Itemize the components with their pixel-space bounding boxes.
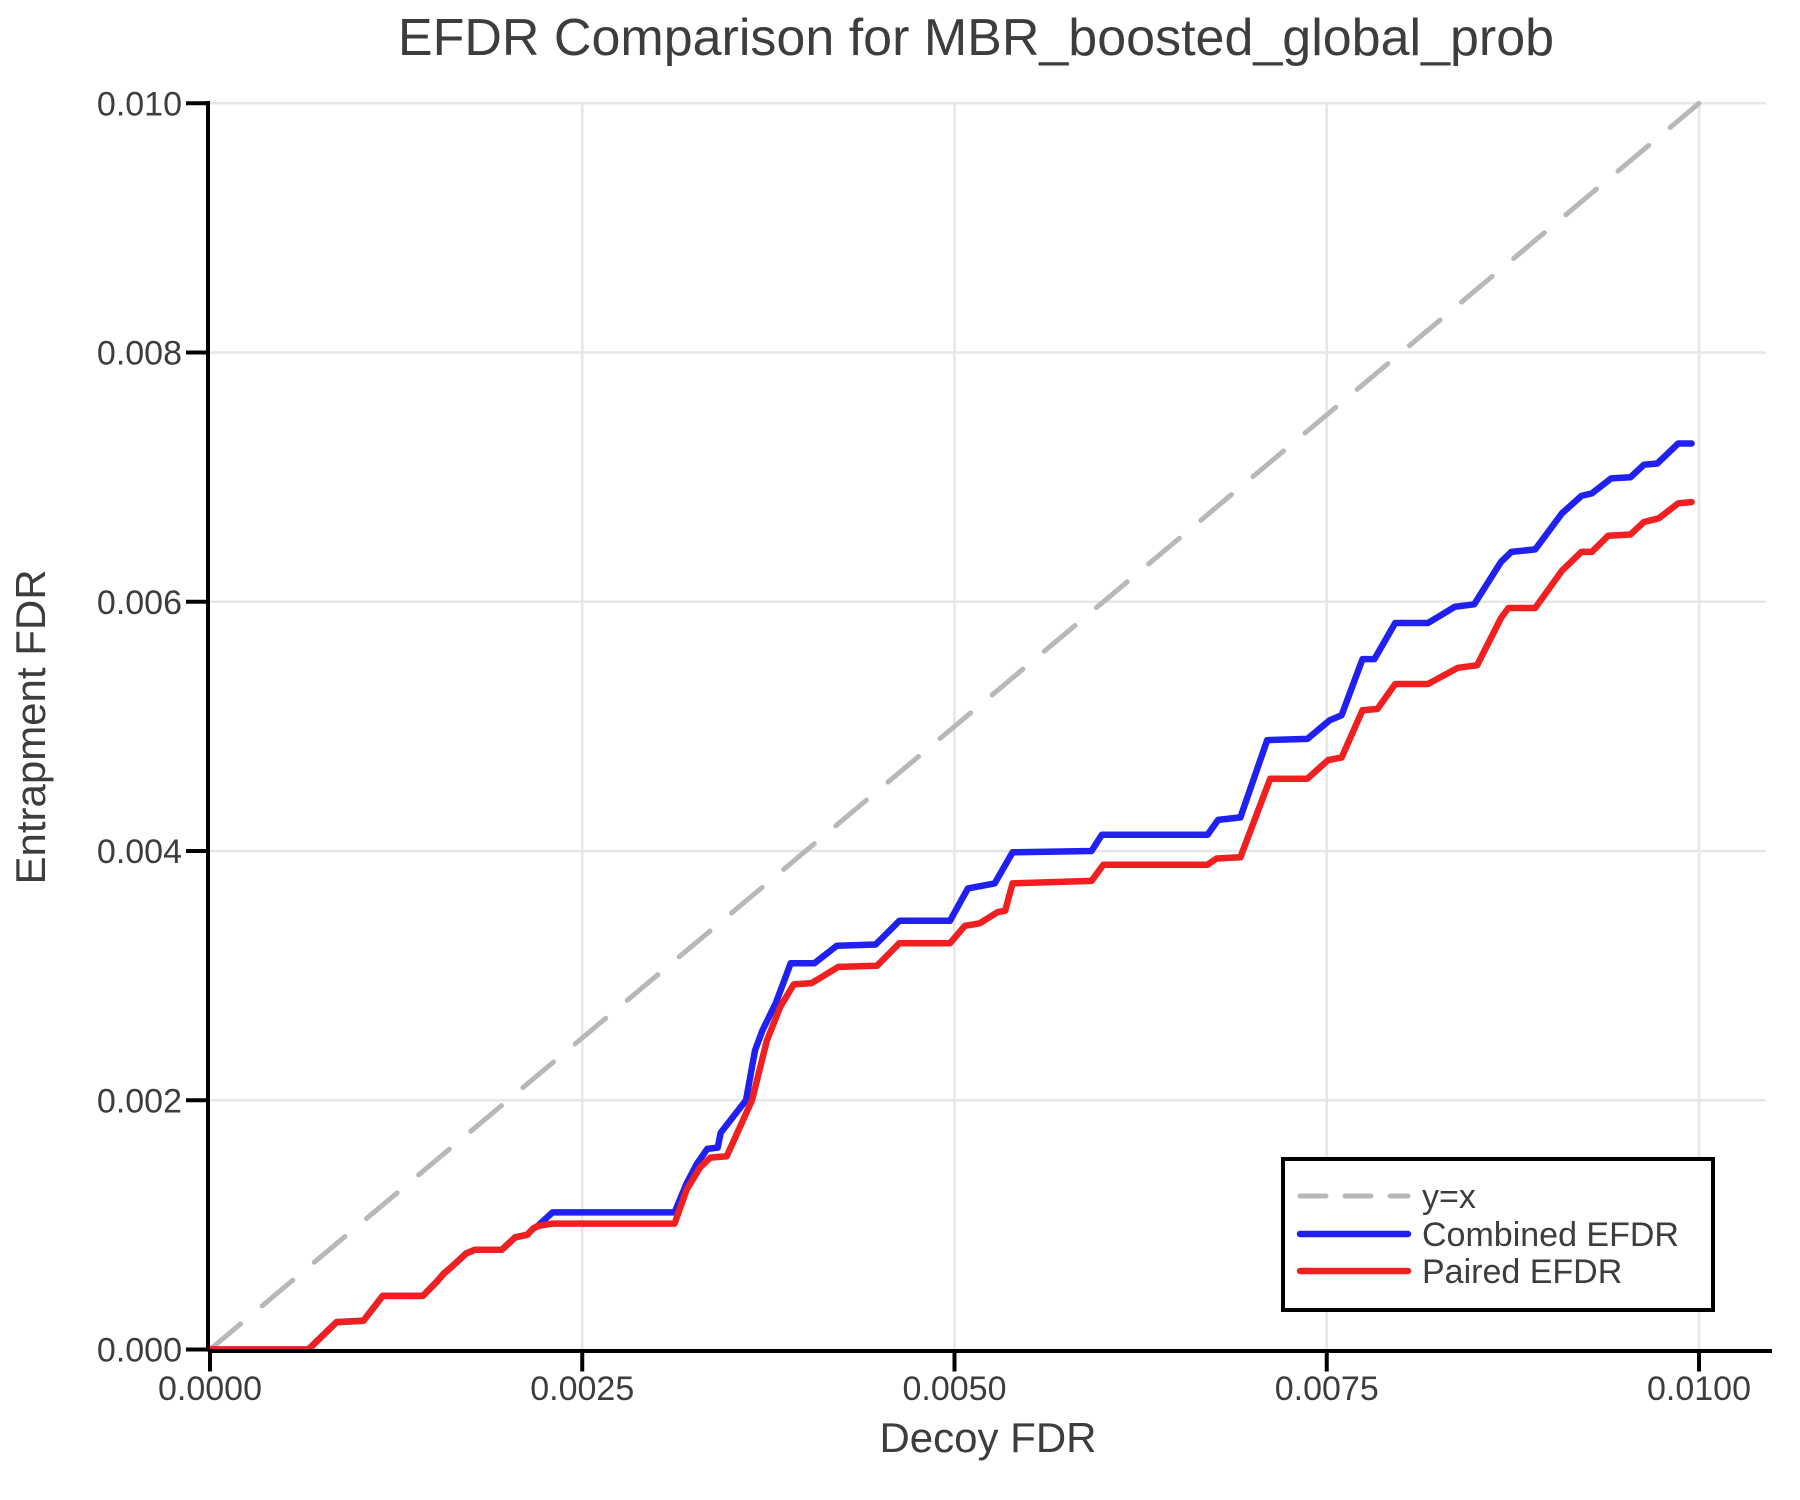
chart-title: EFDR Comparison for MBR_boosted_global_p… <box>398 9 1554 67</box>
y-tick-label: 0.000 <box>97 1332 182 1370</box>
y-tick-label: 0.004 <box>97 833 182 871</box>
series-lines <box>206 100 1702 1353</box>
x-tick-label: 0.0075 <box>1275 1370 1379 1408</box>
x-axis-label: Decoy FDR <box>879 1414 1096 1461</box>
series-line-0 <box>207 100 1702 1352</box>
series-line-2 <box>206 498 1695 1353</box>
legend-label: Combined EFDR <box>1422 1216 1679 1254</box>
x-tick-label: 0.0000 <box>158 1370 262 1408</box>
legend-label: Paired EFDR <box>1422 1253 1622 1291</box>
x-tick-label: 0.0100 <box>1647 1370 1751 1408</box>
x-tick-label: 0.0025 <box>530 1370 634 1408</box>
y-tick-label: 0.008 <box>97 335 182 373</box>
gridlines <box>210 102 1766 1350</box>
x-tick-label: 0.0050 <box>903 1370 1007 1408</box>
y-tick-label: 0.006 <box>97 584 182 622</box>
tick-labels: 0.0000 0.0025 0.0050 0.0075 0.0100 0.000 0.002… <box>97 85 1751 1408</box>
axes <box>186 101 1772 1372</box>
y-tick-label: 0.002 <box>97 1082 182 1120</box>
y-axis-label: Entrapment FDR <box>7 569 54 884</box>
legend-label: y=x <box>1422 1178 1476 1216</box>
y-tick-label: 0.010 <box>97 85 182 123</box>
